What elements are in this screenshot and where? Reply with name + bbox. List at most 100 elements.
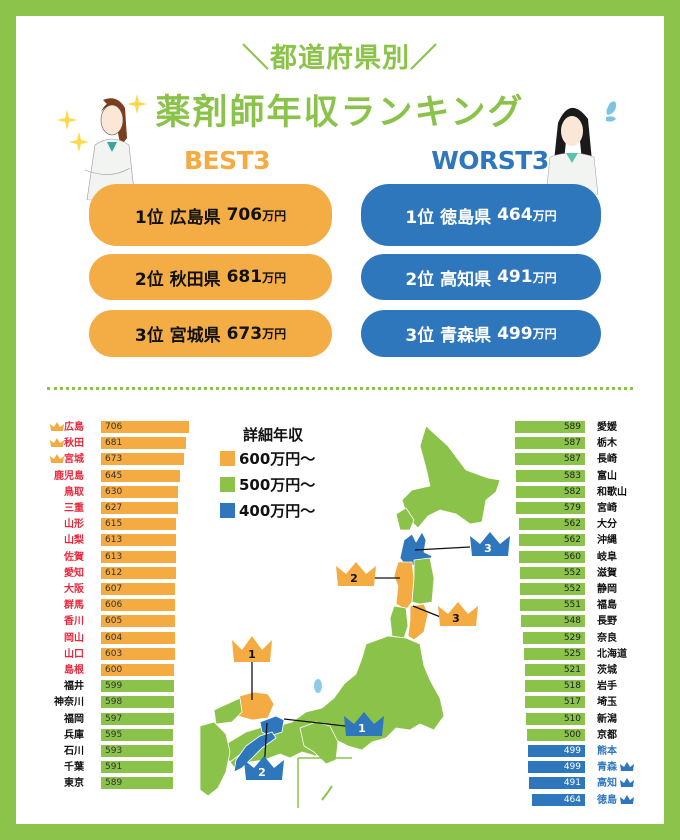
salary-unit: 万円 — [262, 208, 287, 223]
salary-bar: 606 — [101, 599, 175, 612]
legend-item-400: 400万円〜 — [220, 500, 315, 521]
ranking-row: 神奈川 598 — [0, 696, 200, 709]
ranking-row: 鳥取 630 — [0, 485, 200, 499]
prefecture-name: 山形 — [64, 519, 84, 531]
prefecture-label: 茨城 — [597, 664, 617, 677]
salary-unit: 万円 — [532, 270, 557, 285]
ranking-row: 464 徳島 — [0, 793, 680, 807]
ranking-row: 山形 615 — [0, 518, 200, 531]
salary-bar: 627 — [101, 502, 178, 514]
rank-label: 2位 — [134, 269, 164, 290]
ranking-row: 587 長崎 — [0, 453, 680, 466]
ranking-row: 525 北海道 — [0, 647, 680, 661]
prefecture-name: 山梨 — [64, 535, 84, 547]
prefecture-name: 茨城 — [597, 665, 617, 676]
salary-bar: 510 — [526, 712, 585, 725]
prefecture-name: 宮崎 — [597, 503, 617, 514]
prefecture-name: 福井 — [64, 681, 84, 693]
prefecture-name: 青森 — [597, 762, 617, 774]
section-divider — [47, 387, 633, 390]
prefecture-name: 東京 — [64, 778, 84, 790]
best3-heading: BEST3 — [183, 146, 271, 175]
prefecture-label: 千葉 — [28, 761, 84, 774]
hokkaido-region — [401, 425, 501, 529]
prefecture-name: 三重 — [64, 503, 84, 514]
prefecture-name: 愛知 — [64, 567, 84, 579]
rank-label: 1位 — [405, 207, 435, 228]
prefecture-name: 鳥取 — [64, 486, 84, 498]
crown-icon — [50, 422, 64, 431]
ranking-row: 福井 599 — [0, 680, 200, 693]
salary-bar: 600 — [101, 664, 174, 676]
salary-value: 600 — [105, 665, 123, 675]
prefecture-name: 佐賀 — [64, 551, 84, 563]
prefecture-label: 熊本 — [597, 745, 617, 758]
prefecture-label: 三重 — [28, 502, 84, 515]
prefecture-name: 和歌山 — [597, 486, 627, 498]
prefecture-name: 徳島県 — [440, 207, 492, 228]
salary-value: 499 — [497, 323, 533, 344]
salary-bar: 612 — [101, 566, 176, 579]
crown-icon — [50, 438, 64, 448]
ranking-row: 山梨 613 — [0, 534, 200, 547]
salary-bar: 645 — [101, 469, 180, 482]
salary-value: 681 — [226, 267, 263, 287]
prefecture-label: 山口 — [28, 648, 84, 661]
ranking-row: 552 滋賀 — [0, 566, 680, 580]
legend-swatch-green — [220, 477, 235, 492]
sweat-drop-icon — [606, 101, 616, 122]
prefecture-label: 富山 — [597, 470, 617, 483]
prefecture-name: 秋田県 — [169, 269, 221, 290]
salary-value: 630 — [105, 486, 123, 497]
ranking-row: 521 茨城 — [0, 664, 680, 677]
salary-value: 579 — [563, 503, 581, 513]
prefecture-label: 新潟 — [597, 713, 617, 726]
salary-value: 560 — [563, 551, 581, 562]
salary-value: 521 — [563, 665, 581, 675]
ranking-row: 群馬 606 — [0, 599, 200, 612]
salary-bar: 589 — [515, 421, 585, 433]
prefecture-name: 岐阜 — [597, 551, 617, 563]
salary-bar: 464 — [532, 793, 585, 806]
subtitle: ＼都道府県別／ — [242, 43, 438, 74]
prefecture-label: 岐阜 — [597, 551, 617, 564]
prefecture-label: 宮城 — [28, 453, 84, 466]
prefecture-name: 大分 — [597, 519, 617, 531]
prefecture-label: 長野 — [597, 615, 617, 628]
crown-icon-worst-3: 3 — [470, 532, 510, 556]
crown-icon-best-2: 2 — [336, 562, 376, 586]
legend-item-500: 500万円〜 — [220, 474, 315, 495]
worst-rank-1-pill: 1位 徳島県 464 万円 — [361, 184, 601, 246]
salary-bar: 499 — [528, 761, 585, 774]
ranking-row: 岡山 604 — [0, 631, 200, 645]
salary-value: 613 — [105, 535, 123, 546]
salary-value: 605 — [105, 616, 123, 627]
salary-bar: 548 — [521, 615, 585, 628]
ranking-row: 583 富山 — [0, 469, 680, 483]
salary-bar: 587 — [515, 453, 585, 466]
prefecture-name: 富山 — [597, 470, 617, 482]
prefecture-name: 石川 — [64, 746, 84, 757]
prefecture-label: 東京 — [28, 777, 84, 790]
salary-bar: 587 — [515, 437, 585, 450]
ranking-row: 491 高知 — [0, 777, 680, 790]
crown-icon-best-1: 1 — [232, 636, 272, 662]
salary-value: 673 — [226, 323, 263, 344]
prefecture-name: 長崎 — [597, 454, 617, 466]
prefecture-name: 群馬 — [64, 600, 84, 612]
salary-bar: 595 — [101, 728, 173, 741]
salary-unit: 万円 — [262, 270, 287, 285]
salary-value: 645 — [105, 470, 123, 481]
ranking-row: 499 青森 — [0, 761, 680, 774]
salary-value: 464 — [563, 794, 581, 805]
salary-bar: 681 — [101, 437, 186, 450]
legend-label: 600万円〜 — [239, 450, 316, 468]
prefecture-label: 岩手 — [597, 680, 617, 693]
ranking-row: 517 埼玉 — [0, 696, 680, 709]
salary-bar: 583 — [516, 469, 585, 482]
salary-value: 562 — [563, 519, 581, 530]
salary-value: 612 — [105, 567, 123, 578]
salary-bar: 597 — [101, 712, 174, 725]
salary-unit: 万円 — [262, 327, 287, 341]
salary-bar: 605 — [101, 615, 175, 628]
